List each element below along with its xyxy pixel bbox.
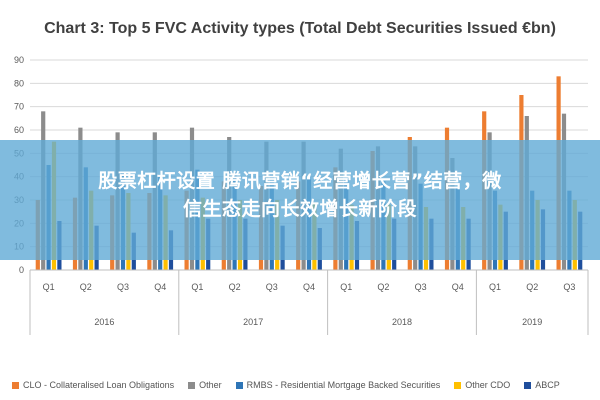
legend-label: RMBS - Residential Mortgage Backed Secur… (246, 380, 441, 390)
legend-item: Other CDO (454, 380, 510, 390)
legend-item: CLO - Collateralised Loan Obligations (12, 380, 174, 390)
legend-swatch (188, 381, 196, 389)
x-group-label: 2018 (392, 317, 412, 327)
x-group-label: 2019 (522, 317, 542, 327)
x-tick-label: Q4 (154, 282, 166, 292)
x-tick-label: Q4 (303, 282, 315, 292)
y-tick-label: 60 (14, 125, 24, 135)
x-tick-label: Q2 (80, 282, 92, 292)
legend-item: RMBS - Residential Mortgage Backed Secur… (235, 380, 441, 390)
legend-label: Other CDO (465, 380, 511, 390)
y-tick-label: 0 (19, 265, 24, 275)
legend-swatch (454, 381, 462, 389)
legend-item: Other (188, 380, 222, 390)
overlay-banner-text: 股票杠杆设置 腾讯营销“经营增长营”结营，微 信生态走向长效增长新阶段 (14, 167, 586, 223)
y-tick-label: 90 (14, 55, 24, 65)
x-tick-label: Q1 (340, 282, 352, 292)
banner-line-1: 股票杠杆设置 腾讯营销“经营增长营”结营，微 (98, 170, 502, 192)
legend-item: ABCP (524, 380, 560, 390)
x-tick-label: Q4 (452, 282, 464, 292)
chart-legend: CLO - Collateralised Loan Obligations Oth… (12, 376, 600, 394)
x-tick-label: Q1 (43, 282, 55, 292)
x-tick-label: Q2 (526, 282, 538, 292)
x-tick-label: Q2 (377, 282, 389, 292)
x-group-label: 2016 (94, 317, 114, 327)
y-tick-label: 70 (14, 102, 24, 112)
x-tick-label: Q1 (191, 282, 203, 292)
banner-line-2: 信生态走向长效增长新阶段 (182, 198, 417, 220)
x-tick-label: Q2 (229, 282, 241, 292)
x-axis: Q1 Q2 Q3 Q4 Q1 Q2 Q3 Q4 Q1 Q2 Q3 Q4 Q1 Q2 Q3 2016 2017 20… (29, 269, 589, 335)
legend-label: CLO - Collateralised Loan Obligations (23, 380, 175, 390)
x-group-label: 2017 (243, 317, 263, 327)
y-tick-label: 80 (14, 78, 24, 88)
x-tick-label: Q3 (415, 282, 427, 292)
overlay-banner (0, 140, 600, 260)
x-tick-label: Q3 (266, 282, 278, 292)
x-tick-label: Q3 (117, 282, 129, 292)
legend-swatch (235, 381, 243, 389)
chart-title: Chart 3: Top 5 FVC Activity types (Total… (44, 20, 556, 37)
x-tick-label: Q1 (489, 282, 501, 292)
x-tick-label: Q3 (563, 282, 575, 292)
legend-label: ABCP (535, 380, 560, 390)
legend-swatch (524, 381, 532, 389)
legend-swatch (12, 381, 19, 389)
legend-label: Other (199, 380, 222, 390)
